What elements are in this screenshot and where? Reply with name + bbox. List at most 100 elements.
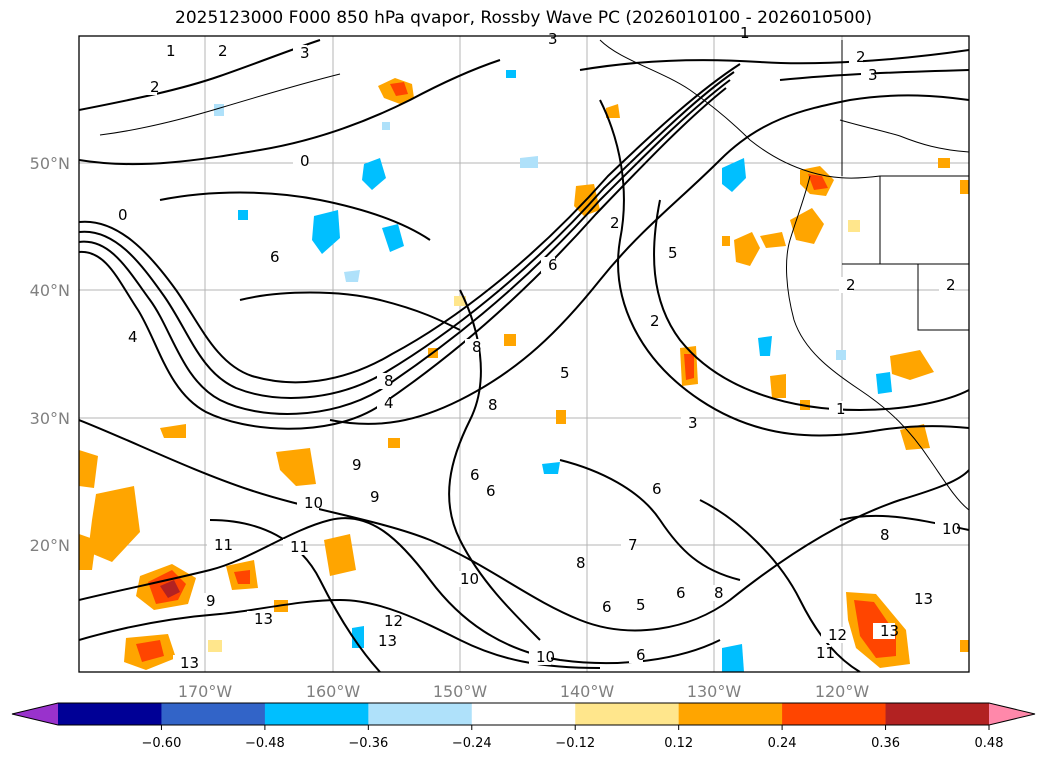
- colorbar-segment: [161, 703, 266, 725]
- contour-label-bg: [371, 633, 393, 649]
- lon-axis: 170°W 160°W 150°W 140°W 130°W 120°W: [178, 682, 870, 701]
- contour-label: 2: [218, 42, 228, 60]
- contour-label: 6: [636, 646, 646, 664]
- lon-label-130w: 130°W: [687, 682, 742, 701]
- contour-label: 5: [636, 596, 646, 614]
- contour-label: 0: [118, 206, 128, 224]
- colorbar-segment: [678, 703, 783, 725]
- colorbar-tick-label: −0.36: [348, 736, 388, 751]
- contour-label: 5: [668, 244, 678, 262]
- colorbar-segment: [471, 703, 576, 725]
- colorbar-tick-label: −0.60: [142, 736, 182, 751]
- contour-label: 11: [214, 536, 233, 554]
- contour-label-bg: [293, 153, 307, 169]
- contour-label-bg: [541, 257, 555, 273]
- contour-label-bg: [207, 537, 229, 553]
- contour-label: 6: [602, 598, 612, 616]
- contour-label: 6: [652, 480, 662, 498]
- contour-label: 2: [856, 48, 866, 66]
- map-panel: [79, 36, 969, 672]
- contour-label: 2: [846, 276, 856, 294]
- contour-label-bg: [263, 249, 277, 265]
- colorbar-outline: [11, 702, 1036, 726]
- contour-label-bg: [873, 623, 895, 639]
- coastlines: [99, 39, 969, 511]
- colorbar-tick-label: −0.24: [452, 736, 492, 751]
- contour-label: 3: [688, 414, 698, 432]
- contour-label: 13: [880, 622, 899, 640]
- contour-label: 2: [946, 276, 956, 294]
- contour-label: 8: [576, 554, 586, 572]
- contour-label: 2: [650, 312, 660, 330]
- colorbar-tick-label: 0.36: [871, 736, 900, 751]
- lat-label-30: 30°N: [30, 409, 70, 428]
- lat-label-20: 20°N: [30, 536, 70, 555]
- contour-lines: [79, 39, 969, 672]
- contour-label-bg: [479, 483, 493, 499]
- lon-label-150w: 150°W: [433, 682, 488, 701]
- contour-label-bg: [939, 277, 953, 293]
- contour-label: 1: [740, 24, 750, 42]
- contour-label-bg: [481, 397, 495, 413]
- contour-label: 4: [384, 394, 394, 412]
- contour-label: 3: [868, 66, 878, 84]
- contour-label: 8: [384, 372, 394, 390]
- map-frame: [78, 35, 970, 673]
- contour-label: 8: [488, 396, 498, 414]
- contour-label: 10: [942, 520, 961, 538]
- contour-label-bg: [529, 649, 551, 665]
- lon-label-140w: 140°W: [560, 682, 615, 701]
- contour-label-bg: [453, 571, 475, 587]
- contour-label: 8: [714, 584, 724, 602]
- contour-label-bg: [643, 313, 657, 329]
- contour-label-bg: [669, 585, 683, 601]
- positive-anomaly-patches: [79, 78, 969, 670]
- contour-label-bg: [569, 555, 583, 571]
- colorbar-segment: [368, 703, 473, 725]
- colorbar-ticks: −0.60 −0.48 −0.36 −0.24 −0.12 0.12 0.24 0.36 0.4…: [142, 725, 1004, 751]
- colorbar-extend-high: [989, 703, 1035, 725]
- contour-label-bg: [293, 45, 307, 61]
- contour-label-bg: [211, 43, 225, 59]
- contour-label: 8: [880, 526, 890, 544]
- contour-label-bg: [553, 365, 567, 381]
- contour-label-bg: [463, 467, 477, 483]
- contour-label: 6: [470, 466, 480, 484]
- contour-label: 6: [676, 584, 686, 602]
- contour-label: 10: [304, 494, 323, 512]
- contour-label-bg: [111, 207, 125, 223]
- contour-label-bg: [681, 415, 695, 431]
- contour-label-bg: [199, 593, 213, 609]
- contour-label: 12: [828, 626, 847, 644]
- contour-label: 1: [166, 42, 176, 60]
- contour-label-bg: [173, 655, 195, 671]
- contour-label-bg: [345, 457, 359, 473]
- contour-label: 10: [460, 570, 479, 588]
- contour-label-bg: [283, 539, 305, 555]
- colorbar-tick-label: 0.24: [768, 736, 797, 751]
- contour-label-bg: [603, 215, 617, 231]
- lon-label-170w: 170°W: [178, 682, 233, 701]
- shaded-anomalies: [79, 70, 969, 672]
- contour-label-bg: [121, 329, 135, 345]
- contour-label: 2: [610, 214, 620, 232]
- colorbar-segments: [58, 703, 990, 725]
- contour-label: 13: [914, 590, 933, 608]
- lat-axis: 50°N 40°N 30°N 20°N: [30, 154, 70, 555]
- contour-label: 6: [270, 248, 280, 266]
- contour-label-bg: [645, 481, 659, 497]
- contour-label-bg: [829, 401, 843, 417]
- colorbar-tick-label: 0.48: [975, 736, 1004, 751]
- negative-anomaly-patches: [214, 70, 892, 672]
- contour-label-bg: [809, 645, 831, 661]
- lon-label-160w: 160°W: [306, 682, 361, 701]
- contour-label-bg: [297, 495, 319, 511]
- contour-label: 12: [384, 612, 403, 630]
- contour-label: 10: [536, 648, 555, 666]
- contour-label: 13: [378, 632, 397, 650]
- lon-label-120w: 120°W: [815, 682, 870, 701]
- contour-label: 4: [128, 328, 138, 346]
- colorbar-segment: [575, 703, 680, 725]
- contour-labels: 1232330012364862254538691096811131191310…: [111, 24, 961, 672]
- contour-label-bg: [363, 489, 377, 505]
